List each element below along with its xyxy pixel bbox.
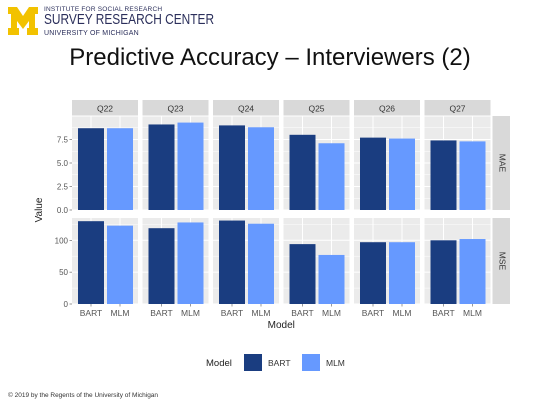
facet-label-q25: Q25: [308, 104, 324, 114]
bar-mae-q26-bart: [360, 137, 386, 210]
y-tick-label: 50: [59, 268, 68, 277]
bar-mse-q22-bart: [78, 221, 104, 304]
copyright-footer: © 2019 by the Regents of the University …: [8, 392, 159, 399]
bar-mse-q27-mlm: [459, 239, 486, 304]
bar-mae-q23-mlm: [177, 122, 204, 210]
facet-strip-q27: [424, 100, 491, 116]
legend-swatch-mlm: [302, 354, 320, 371]
bar-mae-q23-bart: [148, 124, 175, 210]
y-tick-label: 0.0: [57, 206, 69, 215]
x-tick-label: BART: [362, 308, 385, 318]
x-tick-label: MLM: [252, 308, 271, 318]
row-label-mse: MSE: [497, 252, 507, 271]
row-strip-mse: [492, 218, 510, 304]
facet-label-q24: Q24: [238, 104, 254, 114]
facet-strip-q24: [213, 100, 279, 116]
legend-swatch-bart: [244, 354, 262, 371]
x-tick-label: MLM: [463, 308, 482, 318]
x-tick-label: MLM: [322, 308, 341, 318]
block-m-logo-icon: [8, 7, 38, 35]
facet-label-q23: Q23: [167, 104, 183, 114]
bar-mse-q26-bart: [360, 242, 386, 304]
y-axis-title: Value: [34, 197, 45, 222]
legend-label-mlm: MLM: [326, 358, 345, 368]
bar-mse-q26-mlm: [389, 242, 415, 304]
facet-strip-q25: [283, 100, 350, 116]
facet-label-q27: Q27: [449, 104, 465, 114]
legend-label-bart: BART: [268, 358, 291, 368]
facet-label-q26: Q26: [379, 104, 395, 114]
x-tick-label: BART: [291, 308, 314, 318]
faceted-bar-chart: Q22 Q23 Q24 Q25 Q26 Q27 MAE 0.0 2.5 5.0 7.5 MSE 0 50 1…: [34, 100, 510, 371]
legend-title: Model: [206, 358, 232, 369]
bar-mae-q22-bart: [78, 128, 104, 210]
y-tick-label: 100: [55, 236, 69, 245]
bar-mae-q25-bart: [289, 134, 316, 210]
slide-title: Predictive Accuracy – Interviewers (2): [69, 44, 471, 71]
bar-mae-q26-mlm: [389, 138, 415, 210]
facet-strip-q26: [354, 100, 420, 116]
bar-mse-q27-bart: [430, 240, 457, 304]
facet-strip-q22: [72, 100, 138, 116]
y-tick-label: 7.5: [57, 136, 69, 145]
y-tick-label: 2.5: [57, 183, 69, 192]
y-tick-label: 5.0: [57, 159, 69, 168]
bar-mae-q27-bart: [430, 140, 457, 210]
bar-mae-q25-mlm: [318, 143, 345, 210]
bar-mse-q22-mlm: [107, 225, 133, 304]
bar-mse-q23-bart: [148, 228, 175, 304]
x-axis-title: Model: [268, 320, 295, 331]
bar-mae-q22-mlm: [107, 128, 133, 210]
x-tick-label: MLM: [181, 308, 200, 318]
university-line: UNIVERSITY OF MICHIGAN: [44, 30, 139, 37]
facet-label-q22: Q22: [97, 104, 113, 114]
facet-strip-q23: [142, 100, 209, 116]
institute-line: INSTITUTE FOR SOCIAL RESEARCH: [44, 6, 163, 13]
x-tick-label: BART: [221, 308, 244, 318]
x-tick-label: BART: [150, 308, 173, 318]
bar-mse-q25-mlm: [318, 254, 345, 304]
x-tick-label: MLM: [111, 308, 130, 318]
y-tick-label: 0: [64, 300, 69, 309]
x-tick-label: MLM: [393, 308, 412, 318]
bar-mse-q24-mlm: [248, 223, 274, 304]
center-name: SURVEY RESEARCH CENTER: [44, 12, 215, 28]
bar-mae-q27-mlm: [459, 141, 486, 210]
bar-mae-q24-mlm: [248, 127, 274, 210]
bar-mse-q25-bart: [289, 244, 316, 304]
bar-mse-q23-mlm: [177, 222, 204, 304]
bar-mae-q24-bart: [219, 125, 245, 210]
x-tick-label: BART: [80, 308, 103, 318]
row-label-mae: MAE: [497, 154, 507, 173]
x-tick-label: BART: [432, 308, 455, 318]
bar-mse-q24-bart: [219, 220, 245, 304]
row-strip-mae: [492, 116, 510, 210]
university-logo: INSTITUTE FOR SOCIAL RESEARCH SURVEY RES…: [8, 5, 214, 39]
